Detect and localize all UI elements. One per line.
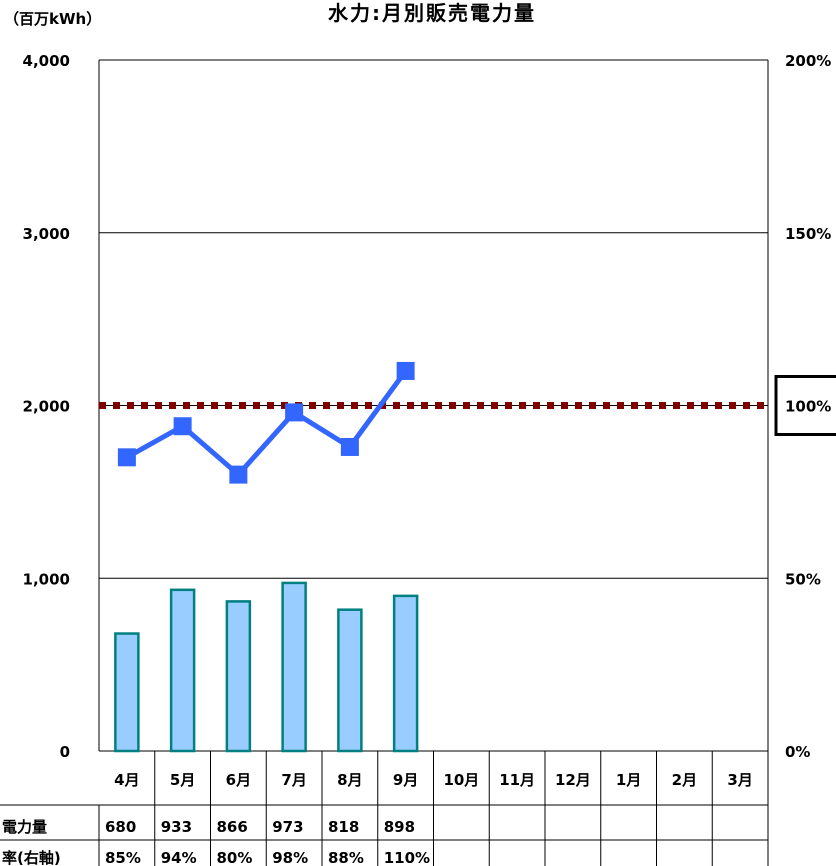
- x-tick-label: 3月: [727, 771, 752, 789]
- y-left-tick-label: 4,000: [23, 52, 70, 70]
- bar: [337, 608, 363, 753]
- y-right-tick-label: 0%: [785, 743, 810, 761]
- x-tick-label: 8月: [337, 771, 362, 789]
- x-tick-label: 1月: [616, 771, 641, 789]
- table-cell: 866: [217, 818, 248, 836]
- table-cell: 98%: [272, 849, 308, 866]
- table-cell: 80%: [217, 849, 253, 866]
- x-tick-label: 6月: [226, 771, 251, 789]
- table-cell: 898: [384, 818, 415, 836]
- table-cell: 680: [105, 818, 136, 836]
- ratio-marker: [340, 437, 359, 456]
- x-tick-label: 12月: [555, 771, 591, 789]
- table-cell: 933: [161, 818, 192, 836]
- bar: [281, 581, 307, 753]
- y-right-tick-label: 200%: [785, 52, 831, 70]
- x-tick-label: 4月: [114, 771, 139, 789]
- y-left-tick-label: 0: [60, 743, 70, 761]
- ratio-marker: [396, 361, 415, 380]
- bar: [114, 632, 140, 753]
- chart-title: 水力:月別販売電力量: [328, 1, 536, 25]
- y-right-tick-label: 100%: [785, 398, 831, 416]
- bar: [169, 588, 196, 753]
- y-left-tick-label: 3,000: [23, 225, 70, 243]
- table-cell: 85%: [105, 849, 141, 866]
- bar: [225, 600, 252, 753]
- table-row-header: 率(右軸): [2, 849, 61, 866]
- unit-label: （百万kWh）: [4, 10, 101, 28]
- table-cell: 973: [272, 818, 303, 836]
- ratio-line: [125, 369, 408, 478]
- x-tick-label: 5月: [170, 771, 195, 789]
- y-left-tick-label: 1,000: [23, 570, 70, 588]
- x-tick-label: 7月: [281, 771, 306, 789]
- x-tick-label: 10月: [443, 771, 479, 789]
- y-right-tick-label: 150%: [785, 225, 831, 243]
- x-tick-label: 2月: [672, 771, 697, 789]
- x-tick-label: 9月: [393, 771, 418, 789]
- table-cell: 94%: [161, 849, 197, 866]
- ratio-marker: [285, 403, 304, 422]
- ratio-marker: [173, 417, 192, 436]
- x-tick-label: 11月: [499, 771, 535, 789]
- table-row-header: 電力量: [2, 818, 47, 836]
- ratio-marker: [117, 448, 136, 467]
- ratio-marker: [229, 465, 248, 484]
- y-right-tick-label: 50%: [785, 570, 821, 588]
- table-cell: 818: [328, 818, 359, 836]
- highlight-box: [774, 375, 836, 436]
- table-cell: 110%: [384, 849, 430, 866]
- bar: [392, 594, 419, 753]
- y-left-tick-label: 2,000: [23, 398, 70, 416]
- table-cell: 88%: [328, 849, 364, 866]
